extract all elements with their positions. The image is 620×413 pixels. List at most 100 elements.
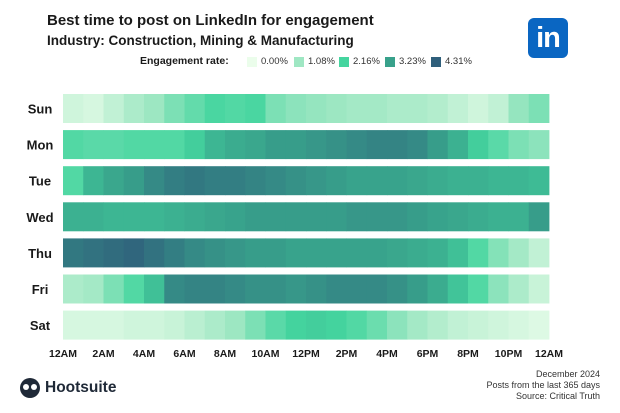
heatmap-cell — [447, 310, 469, 340]
heatmap-cell — [164, 166, 185, 196]
heatmap-cell — [306, 130, 327, 160]
heatmap-cell — [488, 94, 509, 123]
heatmap-cell — [103, 238, 125, 268]
heatmap-cell — [468, 166, 489, 196]
heatmap-cell — [468, 238, 489, 268]
heatmap-cell — [103, 310, 125, 340]
heatmap-cell — [366, 274, 388, 304]
heatmap-cell — [285, 238, 307, 268]
x-tick-label: 2AM — [92, 348, 114, 360]
legend: Engagement rate: 0.00% 1.08% 2.16% 3.23%… — [0, 55, 620, 71]
x-tick-label: 2PM — [336, 348, 358, 360]
heatmap-cell — [528, 94, 550, 123]
heatmap-cell — [326, 166, 347, 196]
heatmap-cell — [447, 94, 469, 123]
heatmap-cell — [83, 130, 104, 160]
heatmap-cell — [123, 166, 145, 196]
heatmap-cell — [468, 202, 489, 232]
heatmap-cell — [245, 274, 266, 304]
heatmap-cell — [184, 130, 206, 160]
x-tick-label: 8PM — [457, 348, 479, 360]
heatmap-cell — [528, 130, 550, 160]
heatmap-cell — [204, 238, 226, 268]
heatmap-cell — [204, 202, 226, 232]
x-tick-label: 10PM — [495, 348, 523, 360]
heatmap-cell — [184, 310, 206, 340]
legend-item-label: 2.16% — [353, 56, 380, 67]
heatmap-cell — [508, 94, 530, 123]
heatmap-cell — [144, 130, 165, 160]
heatmap-cell — [366, 130, 388, 160]
heatmap-cell — [326, 202, 347, 232]
legend-item-label: 4.31% — [445, 56, 472, 67]
row-label: Wed — [26, 210, 53, 225]
heatmap-cell — [245, 166, 266, 196]
heatmap-cell — [468, 130, 489, 160]
heatmap-cell — [387, 94, 408, 123]
x-tick-label: 8AM — [214, 348, 236, 360]
heatmap-cell — [306, 238, 327, 268]
heatmap-cell — [407, 166, 428, 196]
heatmap-cell — [83, 166, 104, 196]
heatmap-cell — [285, 94, 307, 123]
heatmap-cell — [265, 274, 287, 304]
heatmap-cell — [265, 238, 287, 268]
x-tick-label: 4AM — [133, 348, 155, 360]
heatmap-cell — [346, 238, 368, 268]
heatmap-cell — [387, 130, 408, 160]
heatmap-cell — [306, 166, 327, 196]
heatmap-cell — [407, 202, 428, 232]
heatmap-cell — [164, 238, 185, 268]
heatmap-cell — [103, 166, 125, 196]
heatmap-cell — [164, 202, 185, 232]
heatmap-cell — [488, 274, 509, 304]
heatmap-cell — [225, 166, 246, 196]
heatmap-cell — [488, 166, 509, 196]
heatmap-cell — [63, 274, 84, 304]
heatmap-cell — [427, 274, 449, 304]
heatmap-cell — [164, 130, 185, 160]
heatmap-cell — [447, 238, 469, 268]
heatmap-cell — [387, 166, 408, 196]
heatmap-cell — [407, 238, 428, 268]
heatmap-cell — [508, 166, 530, 196]
heatmap-cell — [265, 202, 287, 232]
heatmap-cell — [265, 130, 287, 160]
x-tick-label: 6AM — [173, 348, 195, 360]
heatmap-cell — [326, 274, 347, 304]
heatmap-cell — [285, 310, 307, 340]
heatmap-cell — [387, 202, 408, 232]
heatmap-cell — [427, 166, 449, 196]
heatmap-cell — [387, 274, 408, 304]
footer-note: Posts from the last 365 days — [486, 380, 600, 390]
brand-name: Hootsuite — [45, 379, 117, 396]
heatmap-cell — [225, 202, 246, 232]
heatmap-cell — [346, 94, 368, 123]
heatmap-cell — [306, 94, 327, 123]
heatmap-cell — [427, 310, 449, 340]
footer-source: Source: Critical Truth — [515, 391, 600, 401]
heatmap-cell — [427, 202, 449, 232]
heatmap-cell — [407, 310, 428, 340]
heatmap-cell — [83, 202, 104, 232]
heatmap-cell — [225, 274, 246, 304]
heatmap-cell — [508, 130, 530, 160]
heatmap-cell — [528, 310, 550, 340]
heatmap-cell — [123, 94, 145, 123]
row-label: Sat — [30, 318, 51, 333]
heatmap-cell — [468, 274, 489, 304]
heatmap-cell — [204, 310, 226, 340]
heatmap-cell — [83, 310, 104, 340]
heatmap-cell — [306, 274, 327, 304]
heatmap-cell — [407, 274, 428, 304]
heatmap-cell — [184, 94, 206, 123]
heatmap-cell — [204, 166, 226, 196]
heatmap-cell — [366, 238, 388, 268]
heatmap-cell — [427, 130, 449, 160]
heatmap-cell — [204, 274, 226, 304]
heatmap-cell — [468, 310, 489, 340]
heatmap-cell — [447, 202, 469, 232]
x-tick-label: 6PM — [417, 348, 439, 360]
heatmap-cell — [265, 166, 287, 196]
heatmap-cell — [447, 166, 469, 196]
